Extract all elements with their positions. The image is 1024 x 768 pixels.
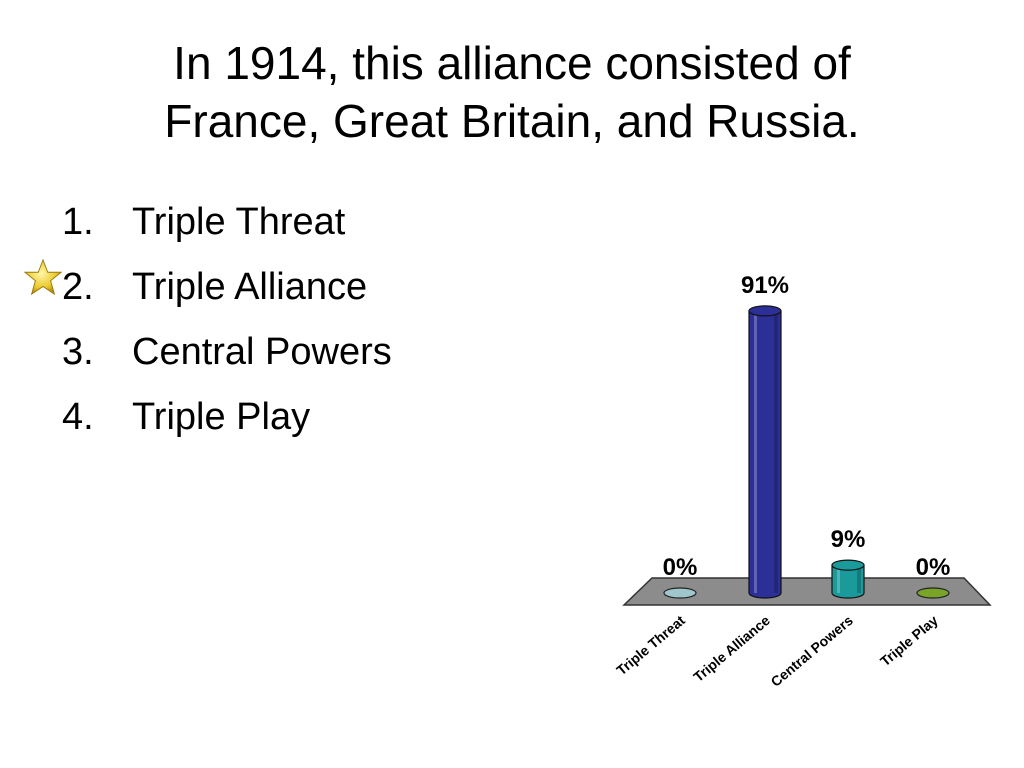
answer-number: 3. — [62, 331, 94, 373]
bar-highlight — [837, 565, 840, 593]
answer-number: 1. — [62, 201, 94, 243]
answer-text: Triple Alliance — [132, 266, 368, 308]
category-label-triple-threat: Triple Threat — [613, 612, 688, 678]
bar-top-central-powers — [831, 559, 865, 571]
answer-text: Triple Threat — [132, 201, 346, 243]
category-label-central-powers: Central Powers — [768, 612, 857, 690]
bar-triple-threat — [663, 587, 697, 599]
bar-highlight — [754, 310, 757, 593]
data-label-triple-alliance: 91% — [741, 272, 789, 299]
bar-central-powers — [831, 564, 865, 599]
answer-number: 4. — [62, 396, 94, 438]
bar-triple-alliance — [748, 310, 782, 599]
chart-floor — [622, 577, 992, 606]
answer-text: Central Powers — [132, 331, 392, 373]
data-label-triple-threat: 0% — [663, 554, 698, 581]
bar-shade — [774, 310, 778, 593]
category-label-triple-play: Triple Play — [877, 612, 941, 669]
answer-number: 2. — [62, 266, 94, 308]
star-icon — [24, 258, 62, 296]
question-title-line-1: In 1914, this alliance consisted of — [173, 37, 851, 89]
bar-top-triple-alliance — [748, 305, 782, 317]
question-title-line-2: France, Great Britain, and Russia. — [164, 95, 860, 147]
question-title: In 1914, this alliance consisted of Fran… — [0, 34, 1024, 150]
results-chart: 0% Triple Threat 91% Triple Alliance 9% Centr… — [613, 272, 992, 690]
answer-text: Triple Play — [132, 396, 311, 438]
data-label-central-powers: 9% — [831, 526, 866, 553]
bar-shade — [857, 565, 861, 593]
data-label-triple-play: 0% — [916, 554, 951, 581]
category-label-triple-alliance: Triple Alliance — [690, 612, 773, 685]
bar-triple-play — [916, 587, 950, 599]
